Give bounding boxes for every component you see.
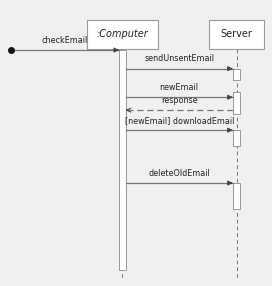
Bar	[119, 50, 126, 270]
Text: :Computer: :Computer	[97, 29, 148, 39]
Bar	[209, 20, 264, 49]
Text: checkEmail: checkEmail	[42, 36, 88, 45]
Text: [newEmail] downloadEmail: [newEmail] downloadEmail	[125, 116, 234, 125]
Bar	[233, 92, 240, 114]
Text: sendUnsentEmail: sendUnsentEmail	[144, 55, 214, 63]
Text: response: response	[161, 96, 197, 105]
Bar	[233, 69, 240, 80]
Bar	[87, 20, 158, 49]
Text: Server: Server	[221, 29, 253, 39]
Bar	[233, 130, 240, 146]
Text: newEmail: newEmail	[160, 83, 199, 92]
Bar	[233, 183, 240, 209]
Text: deleteOldEmail: deleteOldEmail	[148, 169, 210, 178]
